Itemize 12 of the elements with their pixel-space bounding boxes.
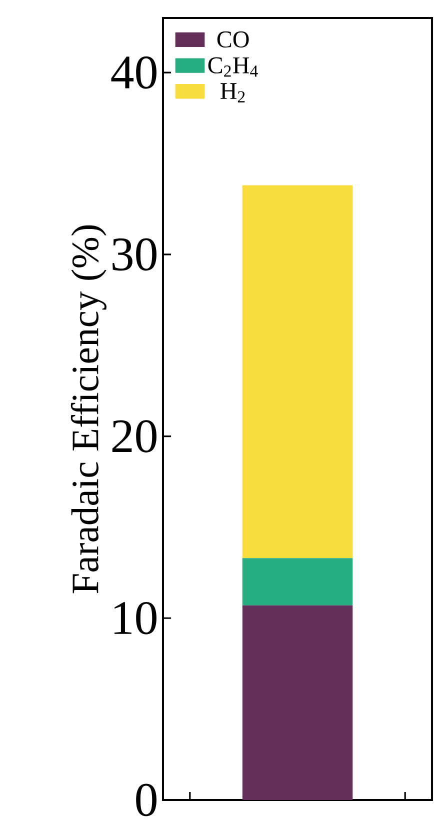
y-tick-label: 0 bbox=[136, 784, 156, 816]
bar bbox=[242, 185, 353, 558]
bar bbox=[242, 558, 353, 606]
bar bbox=[242, 605, 353, 800]
y-tick-label: 10 bbox=[114, 602, 156, 634]
legend-label: H$_{2}$ bbox=[220, 83, 245, 102]
y-tick-label: 40 bbox=[111, 56, 156, 89]
legend-label: CO bbox=[217, 31, 249, 48]
legend-label: C$_{2}$H$_{4}$ bbox=[208, 57, 258, 77]
y-tick-label: 20 bbox=[112, 420, 156, 452]
y-axis-title: Faradaic Efficiency (%) bbox=[70, 225, 106, 594]
y-tick-label: 30 bbox=[112, 238, 156, 271]
